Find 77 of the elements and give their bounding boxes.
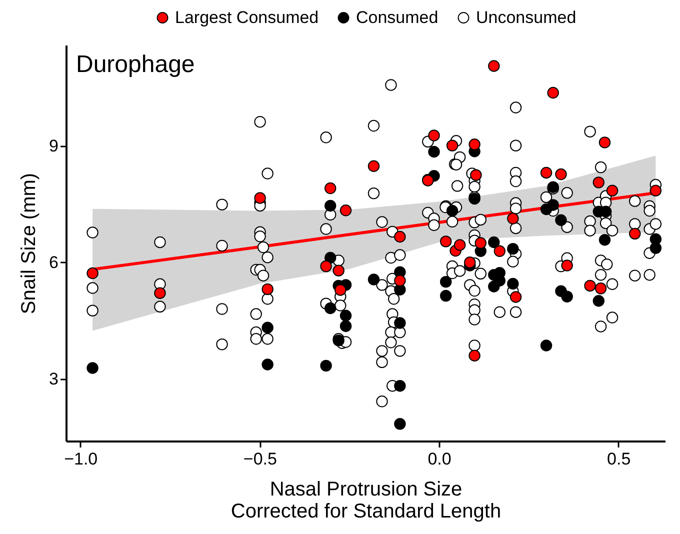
point xyxy=(320,360,332,372)
x-tick-label: 0.0 xyxy=(428,450,452,468)
point xyxy=(629,228,641,240)
point xyxy=(650,242,662,254)
point xyxy=(507,212,519,224)
x-tick-label: −1.0 xyxy=(64,450,98,468)
point xyxy=(368,160,380,172)
point xyxy=(468,138,480,150)
point xyxy=(464,256,476,268)
point xyxy=(488,236,500,248)
x-tick-label: 0.5 xyxy=(607,450,631,468)
point xyxy=(324,182,336,194)
point xyxy=(454,239,466,251)
point xyxy=(446,140,458,152)
point xyxy=(494,245,506,258)
point xyxy=(394,418,406,430)
y-tick-label: 9 xyxy=(49,136,58,156)
point xyxy=(440,236,452,248)
y-axis-title: Snail Size (mm) xyxy=(18,172,40,314)
point xyxy=(262,283,274,296)
point xyxy=(340,204,352,216)
point xyxy=(394,230,406,243)
point xyxy=(428,146,440,158)
point xyxy=(555,214,567,226)
point xyxy=(86,267,98,280)
point xyxy=(598,234,611,246)
legend-label: Largest Consumed xyxy=(175,8,319,27)
point xyxy=(468,350,480,362)
point xyxy=(488,280,500,292)
point xyxy=(262,358,274,370)
point xyxy=(507,242,519,255)
point xyxy=(334,284,346,296)
point xyxy=(368,274,380,286)
point xyxy=(547,199,559,211)
point xyxy=(428,130,440,142)
point xyxy=(510,291,522,303)
point xyxy=(324,200,336,212)
point xyxy=(547,86,559,99)
y-tick-label: 6 xyxy=(49,252,58,272)
point xyxy=(154,287,166,299)
point xyxy=(555,168,567,180)
point xyxy=(440,276,452,288)
point xyxy=(324,302,336,314)
legend-label: Consumed xyxy=(356,8,438,27)
point xyxy=(254,192,266,204)
point xyxy=(584,280,596,292)
point xyxy=(340,310,352,322)
point xyxy=(394,380,406,392)
point xyxy=(650,184,662,196)
point xyxy=(446,204,458,217)
point xyxy=(320,260,332,272)
point xyxy=(598,136,611,148)
point xyxy=(332,264,344,276)
point xyxy=(592,294,605,307)
point xyxy=(561,290,573,302)
point xyxy=(594,282,607,294)
point xyxy=(540,166,552,179)
point xyxy=(394,274,406,287)
point xyxy=(561,260,573,272)
point xyxy=(262,322,274,334)
chart-title: Durophage xyxy=(76,51,195,78)
point xyxy=(470,169,482,181)
point xyxy=(592,176,605,188)
point xyxy=(394,317,406,329)
point xyxy=(606,184,618,196)
x-tick-label: −0.5 xyxy=(243,450,277,468)
y-tick-label: 3 xyxy=(49,369,58,388)
point xyxy=(340,320,352,332)
point xyxy=(540,340,552,352)
legend-label: Unconsumed xyxy=(476,8,576,27)
point xyxy=(507,278,519,290)
point xyxy=(488,60,500,72)
point xyxy=(474,237,486,249)
point xyxy=(324,252,336,264)
x-axis-title: Nasal Protrusion Size Corrected for Standard Length xyxy=(230,478,502,522)
point xyxy=(86,362,98,374)
point xyxy=(440,290,452,302)
